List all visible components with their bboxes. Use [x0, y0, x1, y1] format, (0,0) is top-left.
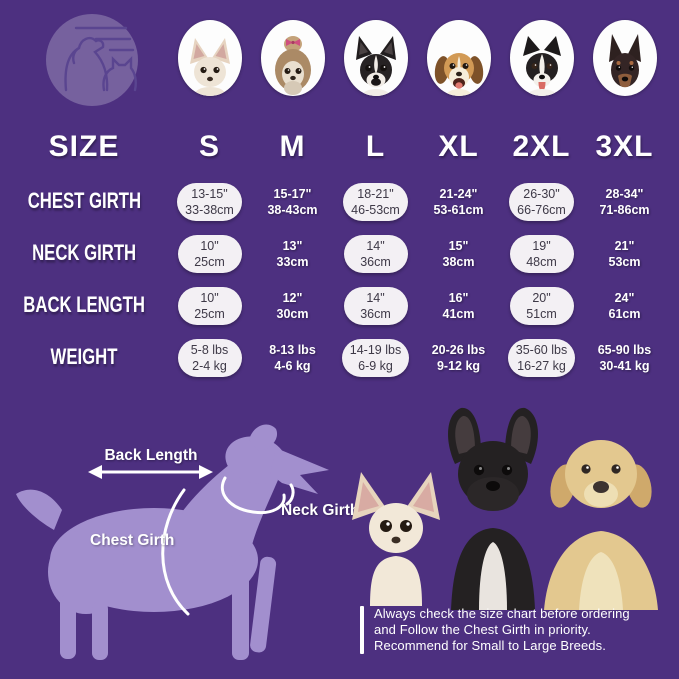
pet-brand-logo	[46, 14, 138, 106]
back-length-s: 10" 25cm	[168, 280, 251, 332]
dog-measurement-diagram	[16, 424, 329, 660]
size-col-m: M	[279, 130, 306, 163]
back-length-2xl: 20" 51cm	[500, 280, 583, 332]
chihuahua-photo	[177, 20, 242, 96]
measurement-lines	[97, 470, 295, 616]
weight-s: 5-8 lbs 2-4 kg	[168, 332, 251, 384]
neck-girth-xl: 15" 38cm	[442, 238, 475, 269]
beagle-photo	[426, 20, 491, 96]
chest-girth-m: 15-17" 38-43cm	[267, 186, 318, 217]
logo-cat-icon	[102, 56, 137, 92]
chihuahua-bottom-photo	[352, 472, 440, 606]
chest-girth-curve	[161, 488, 190, 616]
shih-tzu-icon	[274, 36, 311, 95]
note-block: Always check the size chart before order…	[360, 606, 672, 655]
chihuahua-icon	[189, 38, 230, 96]
boston-terrier-photo	[343, 20, 408, 96]
shih-tzu-photo	[260, 20, 325, 96]
boston-terrier-icon	[355, 36, 396, 96]
beagle-icon	[434, 53, 483, 96]
weight-m: 8-13 lbs 4-6 kg	[269, 342, 316, 373]
back-length-3xl: 24" 61cm	[608, 290, 641, 321]
chest-girth-2xl: 26-30" 66-76cm	[500, 176, 583, 228]
labrador-photo	[544, 440, 658, 610]
size-col-3xl: 3XL	[595, 130, 654, 163]
chest-girth-xl: 21-24" 53-61cm	[433, 186, 484, 217]
row-label-back-length: BACK LENGTH	[23, 293, 145, 318]
weight-xl: 20-26 lbs 9-12 kg	[431, 342, 486, 373]
weight-3xl: 65-90 lbs 30-41 kg	[597, 342, 652, 373]
chest-girth-3xl: 28-34" 71-86cm	[599, 186, 650, 217]
dog-silhouette-icon	[16, 424, 329, 660]
weight-2xl: 35-60 lbs 16-27 kg	[500, 332, 583, 384]
neck-girth-label: Neck Girth	[281, 502, 360, 519]
arrowheads	[88, 465, 213, 479]
size-col-l: L	[365, 130, 386, 163]
size-col-2xl: 2XL	[512, 130, 571, 163]
chest-girth-s: 13-15" 33-38cm	[168, 176, 251, 228]
note-accent-bar	[360, 606, 364, 655]
neck-girth-3xl: 21" 53cm	[608, 238, 641, 269]
row-label-weight: WEIGHT	[50, 345, 118, 370]
neck-girth-s: 10" 25cm	[168, 228, 251, 280]
doberman-icon	[608, 34, 641, 88]
doberman-photo	[592, 20, 657, 96]
chest-girth-l: 18-21" 46-53cm	[334, 176, 417, 228]
neck-girth-2xl: 19" 48cm	[500, 228, 583, 280]
chest-girth-label: Chest Girth	[90, 532, 175, 549]
size-table: SIZE S M L XL 2XL 3XL CHEST GIRTH 13-15"…	[0, 118, 666, 384]
note-text: Always check the size chart before order…	[374, 606, 630, 654]
back-length-m: 12" 30cm	[276, 290, 309, 321]
neck-girth-curve	[220, 476, 286, 515]
weight-l: 14-19 lbs 6-9 kg	[334, 332, 417, 384]
row-label-neck-girth: NECK GIRTH	[31, 241, 137, 266]
size-col-xl: XL	[438, 130, 479, 163]
border-collie-icon	[522, 36, 561, 96]
size-header-label: SIZE	[48, 130, 120, 163]
breed-photo-row	[168, 14, 666, 96]
neck-girth-m: 13" 33cm	[276, 238, 309, 269]
back-length-l: 14" 36cm	[334, 280, 417, 332]
size-col-s: S	[198, 130, 220, 163]
back-length-label: Back Length	[104, 447, 198, 464]
back-length-xl: 16" 41cm	[442, 290, 475, 321]
neck-girth-l: 14" 36cm	[334, 228, 417, 280]
border-collie-photo	[509, 20, 574, 96]
row-label-chest-girth: CHEST GIRTH	[27, 189, 141, 214]
french-bulldog-photo	[448, 407, 538, 610]
logo-circle-icon	[46, 14, 138, 106]
logo-dog-icon	[64, 37, 109, 92]
